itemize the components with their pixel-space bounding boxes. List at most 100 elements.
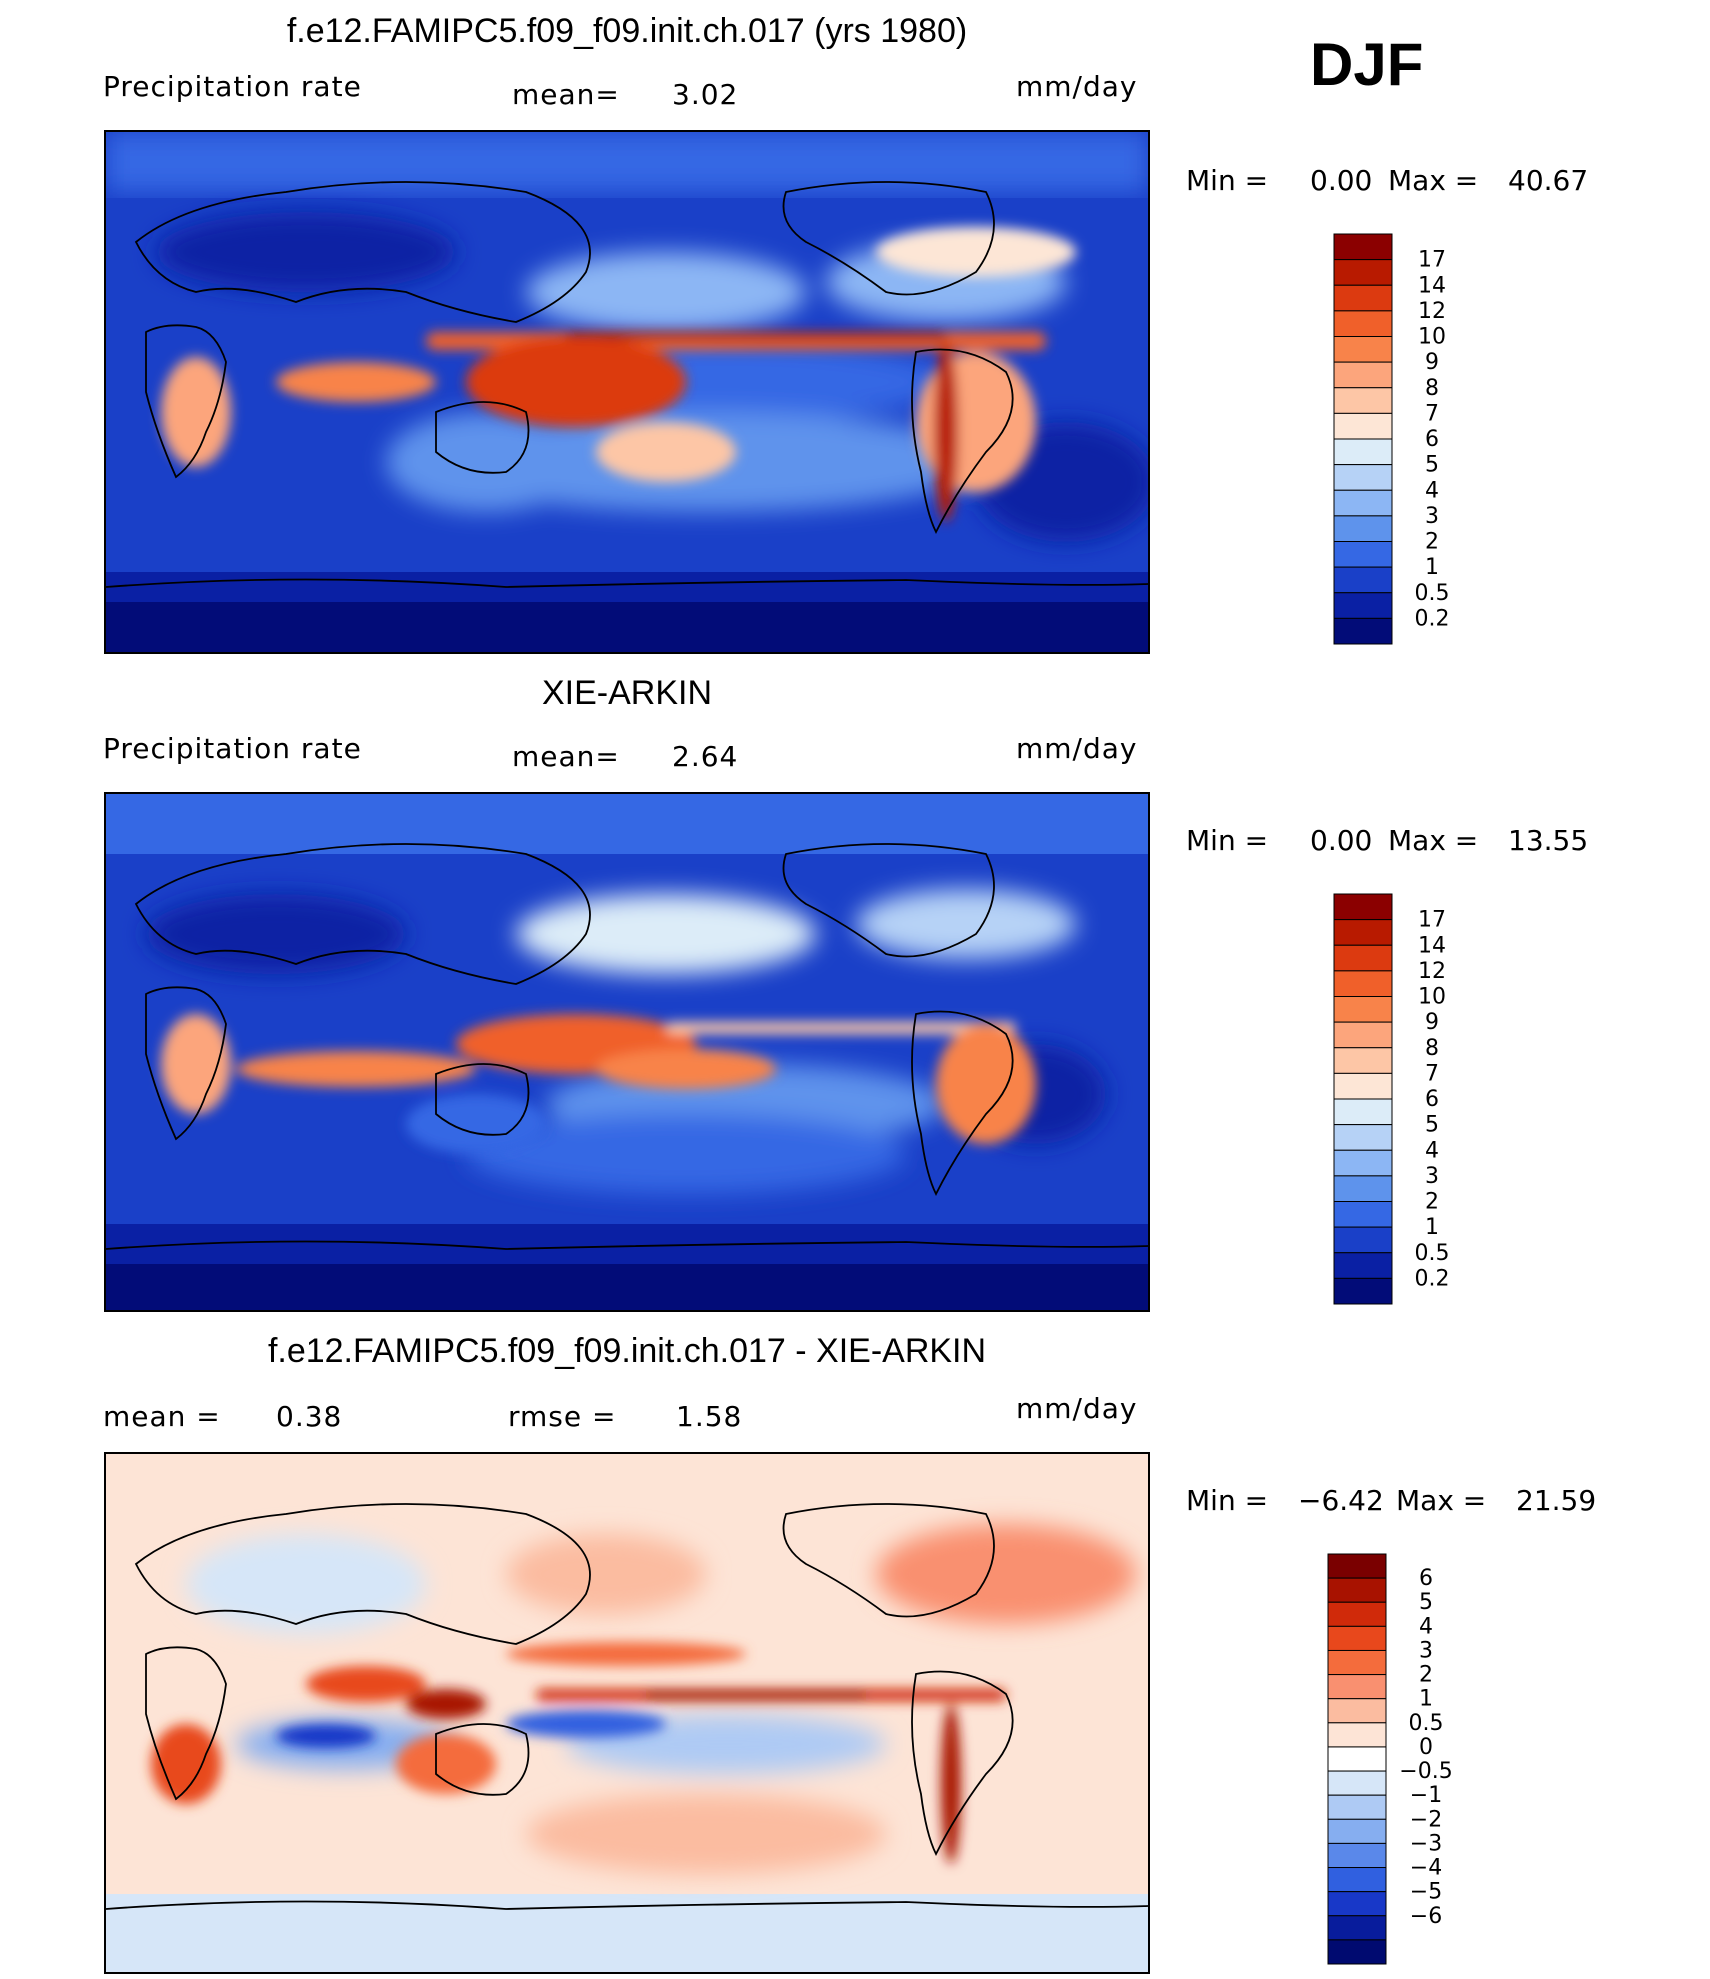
colorbar-1-tick-label: 0.2 — [1415, 606, 1450, 631]
panel-1-colorbar: 17 14 12 10 9 8 7 6 5 4 3 2 1 0.5 0.2 — [1330, 232, 1530, 646]
panel-2-min-label: Min = — [1186, 824, 1269, 857]
panel-3-max-value: 21.59 — [1516, 1484, 1597, 1517]
colorbar-1-tick-label: 17 — [1418, 248, 1446, 273]
panel-3-colorbar: 6 5 4 3 2 1 0.5 0 −0.5 −1 −2 −3 −4 −5 −6 — [1324, 1552, 1524, 1966]
colorbar-2-tick-label: 1 — [1425, 1215, 1439, 1240]
panel-3-units: mm/day — [1016, 1392, 1138, 1425]
colorbar-3-swatch — [1327, 1674, 1387, 1700]
colorbar-1-swatch — [1333, 259, 1393, 286]
colorbar-2-tick-label: 5 — [1425, 1113, 1439, 1138]
colorbar-1-swatch — [1333, 489, 1393, 517]
colorbar-1-tick-label: 7 — [1425, 401, 1439, 426]
colorbar-1-swatch — [1333, 310, 1393, 337]
panel-2-mean-label: mean= — [512, 740, 620, 773]
panel-2-variable-label: Precipitation rate — [103, 732, 362, 765]
colorbar-1-swatch — [1333, 438, 1393, 466]
panel-3-map-field — [106, 1454, 1148, 1972]
panel-1-min-label: Min = — [1186, 164, 1269, 197]
colorbar-2-tick-label: 14 — [1418, 933, 1446, 958]
panel-1-map — [104, 130, 1150, 654]
colorbar-3-swatch — [1327, 1577, 1387, 1603]
panel-1-max-value: 40.67 — [1508, 164, 1589, 197]
colorbar-3-swatch — [1327, 1553, 1387, 1579]
colorbar-1-tick-label: 3 — [1425, 504, 1439, 529]
colorbar-1-tick-label: 2 — [1425, 530, 1439, 555]
colorbar-1-swatch — [1333, 541, 1393, 568]
colorbar-3-tick-label: −0.5 — [1399, 1759, 1452, 1784]
colorbar-3-tick-label: 2 — [1419, 1663, 1433, 1688]
colorbar-2-swatch — [1333, 996, 1393, 1023]
colorbar-2-tick-label: 9 — [1425, 1010, 1439, 1035]
colorbar-2-swatch — [1333, 893, 1393, 921]
colorbar-3-tick-label: 1 — [1419, 1687, 1433, 1712]
panel-2-colorbar: 17 14 12 10 9 8 7 6 5 4 3 2 1 0.5 0.2 — [1330, 892, 1530, 1306]
colorbar-3-tick-label: −1 — [1410, 1783, 1442, 1808]
panel-2-min-value: 0.00 — [1310, 824, 1373, 857]
colorbar-2-swatch — [1333, 1277, 1393, 1305]
colorbar-2-swatch — [1333, 944, 1393, 972]
colorbar-3-tick-label: −3 — [1410, 1831, 1442, 1856]
panel-1-variable-label: Precipitation rate — [103, 70, 362, 103]
colorbar-1-swatch — [1333, 464, 1393, 491]
colorbar-2-tick-label: 8 — [1425, 1036, 1439, 1061]
colorbar-2-swatch — [1333, 1201, 1393, 1228]
season-label: DJF — [1310, 31, 1424, 98]
panel-2-mean-value: 2.64 — [672, 740, 739, 773]
panel-3-title: f.e12.FAMIPC5.f09_f09.init.ch.017 - XIE-… — [267, 1332, 987, 1370]
colorbar-3-swatch — [1327, 1746, 1387, 1772]
colorbar-1-tick-label: 12 — [1418, 299, 1446, 324]
panel-3-max-label: Max = — [1396, 1484, 1487, 1517]
colorbar-2-swatch — [1333, 1047, 1393, 1074]
colorbar-3-swatch — [1327, 1818, 1387, 1844]
colorbar-3-tick-label: 5 — [1419, 1590, 1433, 1615]
colorbar-2-tick-label: 0.2 — [1415, 1266, 1450, 1291]
colorbar-1-tick-label: 4 — [1425, 478, 1439, 503]
colorbar-2-tick-label: 12 — [1418, 959, 1446, 984]
panel-3-rmse-value: 1.58 — [676, 1400, 743, 1433]
colorbar-3-swatch — [1327, 1939, 1387, 1965]
colorbar-2-swatch — [1333, 970, 1393, 997]
colorbar-2-tick-label: 17 — [1418, 908, 1446, 933]
panel-1-max-label: Max = — [1388, 164, 1479, 197]
colorbar-3-swatch — [1327, 1649, 1387, 1676]
colorbar-1-swatch — [1333, 336, 1393, 363]
colorbar-3-swatch — [1327, 1698, 1387, 1724]
colorbar-1-tick-label: 9 — [1425, 350, 1439, 375]
panel-1-mean-label: mean= — [512, 78, 620, 111]
panel-3-min-value: −6.42 — [1298, 1484, 1384, 1517]
colorbar-3-tick-label: 0 — [1419, 1735, 1433, 1760]
panel-3-mean-label: mean = — [103, 1400, 221, 1433]
colorbar-3-tick-label: −2 — [1410, 1807, 1442, 1832]
colorbar-1-tick-label: 8 — [1425, 376, 1439, 401]
panel-2-max-value: 13.55 — [1508, 824, 1589, 857]
colorbar-1-swatch — [1333, 284, 1393, 312]
colorbar-3-tick-label: 4 — [1419, 1614, 1433, 1639]
colorbar-3-tick-label: 0.5 — [1409, 1711, 1444, 1736]
panel-2-units: mm/day — [1016, 732, 1138, 765]
colorbar-2-tick-label: 10 — [1418, 985, 1446, 1010]
colorbar-1-swatch — [1333, 361, 1393, 389]
colorbar-2-swatch — [1333, 1072, 1393, 1100]
colorbar-1-tick-label: 5 — [1425, 453, 1439, 478]
colorbar-2-tick-label: 3 — [1425, 1164, 1439, 1189]
colorbar-3-swatch — [1327, 1891, 1387, 1917]
colorbar-2-tick-label: 2 — [1425, 1190, 1439, 1215]
colorbar-1-tick-label: 6 — [1425, 427, 1439, 452]
colorbar-3-swatch — [1327, 1842, 1387, 1869]
colorbar-1-tick-label: 10 — [1418, 325, 1446, 350]
panel-1-map-field — [106, 132, 1148, 652]
colorbar-2-swatch — [1333, 1175, 1393, 1202]
colorbar-3-tick-label: 6 — [1419, 1566, 1433, 1591]
colorbar-1-swatch — [1333, 387, 1393, 414]
colorbar-2-swatch — [1333, 1252, 1393, 1279]
colorbar-1-swatch — [1333, 617, 1393, 645]
colorbar-1-swatch — [1333, 412, 1393, 440]
colorbar-2-swatch — [1333, 1021, 1393, 1049]
colorbar-3-tick-label: −4 — [1410, 1856, 1442, 1881]
panel-1-units: mm/day — [1016, 70, 1138, 103]
panel-2-title: XIE-ARKIN — [541, 674, 713, 712]
colorbar-3-swatch — [1327, 1794, 1387, 1820]
